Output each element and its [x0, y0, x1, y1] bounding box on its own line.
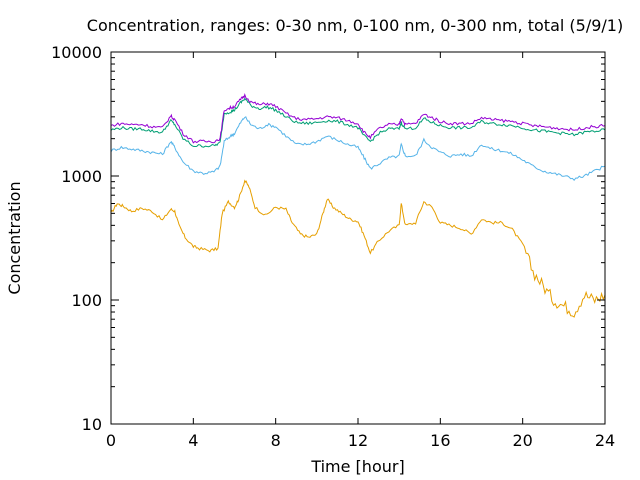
x-tick-label: 24: [595, 431, 615, 450]
y-tick-label: 10000: [51, 43, 102, 62]
x-tick-label: 0: [106, 431, 116, 450]
series-line: [110, 116, 606, 181]
tick-layer: 0 4 8 12 16 20 24 10 100 1000 10000: [51, 43, 615, 450]
x-tick-label: 16: [430, 431, 450, 450]
y-axis-label: Concentration: [5, 181, 24, 294]
chart-title: Concentration, ranges: 0-30 nm, 0-100 nm…: [87, 16, 623, 35]
plot-frame: [110, 51, 606, 425]
x-axis-label: Time [hour]: [310, 457, 404, 476]
y-tick-label: 1000: [61, 167, 102, 186]
series-line: [110, 92, 606, 144]
series-layer: [110, 92, 606, 318]
x-tick-label: 20: [512, 431, 532, 450]
series-line: [110, 179, 606, 318]
y-tick-label: 100: [71, 291, 102, 310]
series-line: [110, 97, 606, 148]
x-tick-label: 4: [188, 431, 198, 450]
x-tick-label: 12: [348, 431, 368, 450]
x-tick-label: 8: [271, 431, 281, 450]
y-tick-label: 10: [82, 415, 102, 434]
